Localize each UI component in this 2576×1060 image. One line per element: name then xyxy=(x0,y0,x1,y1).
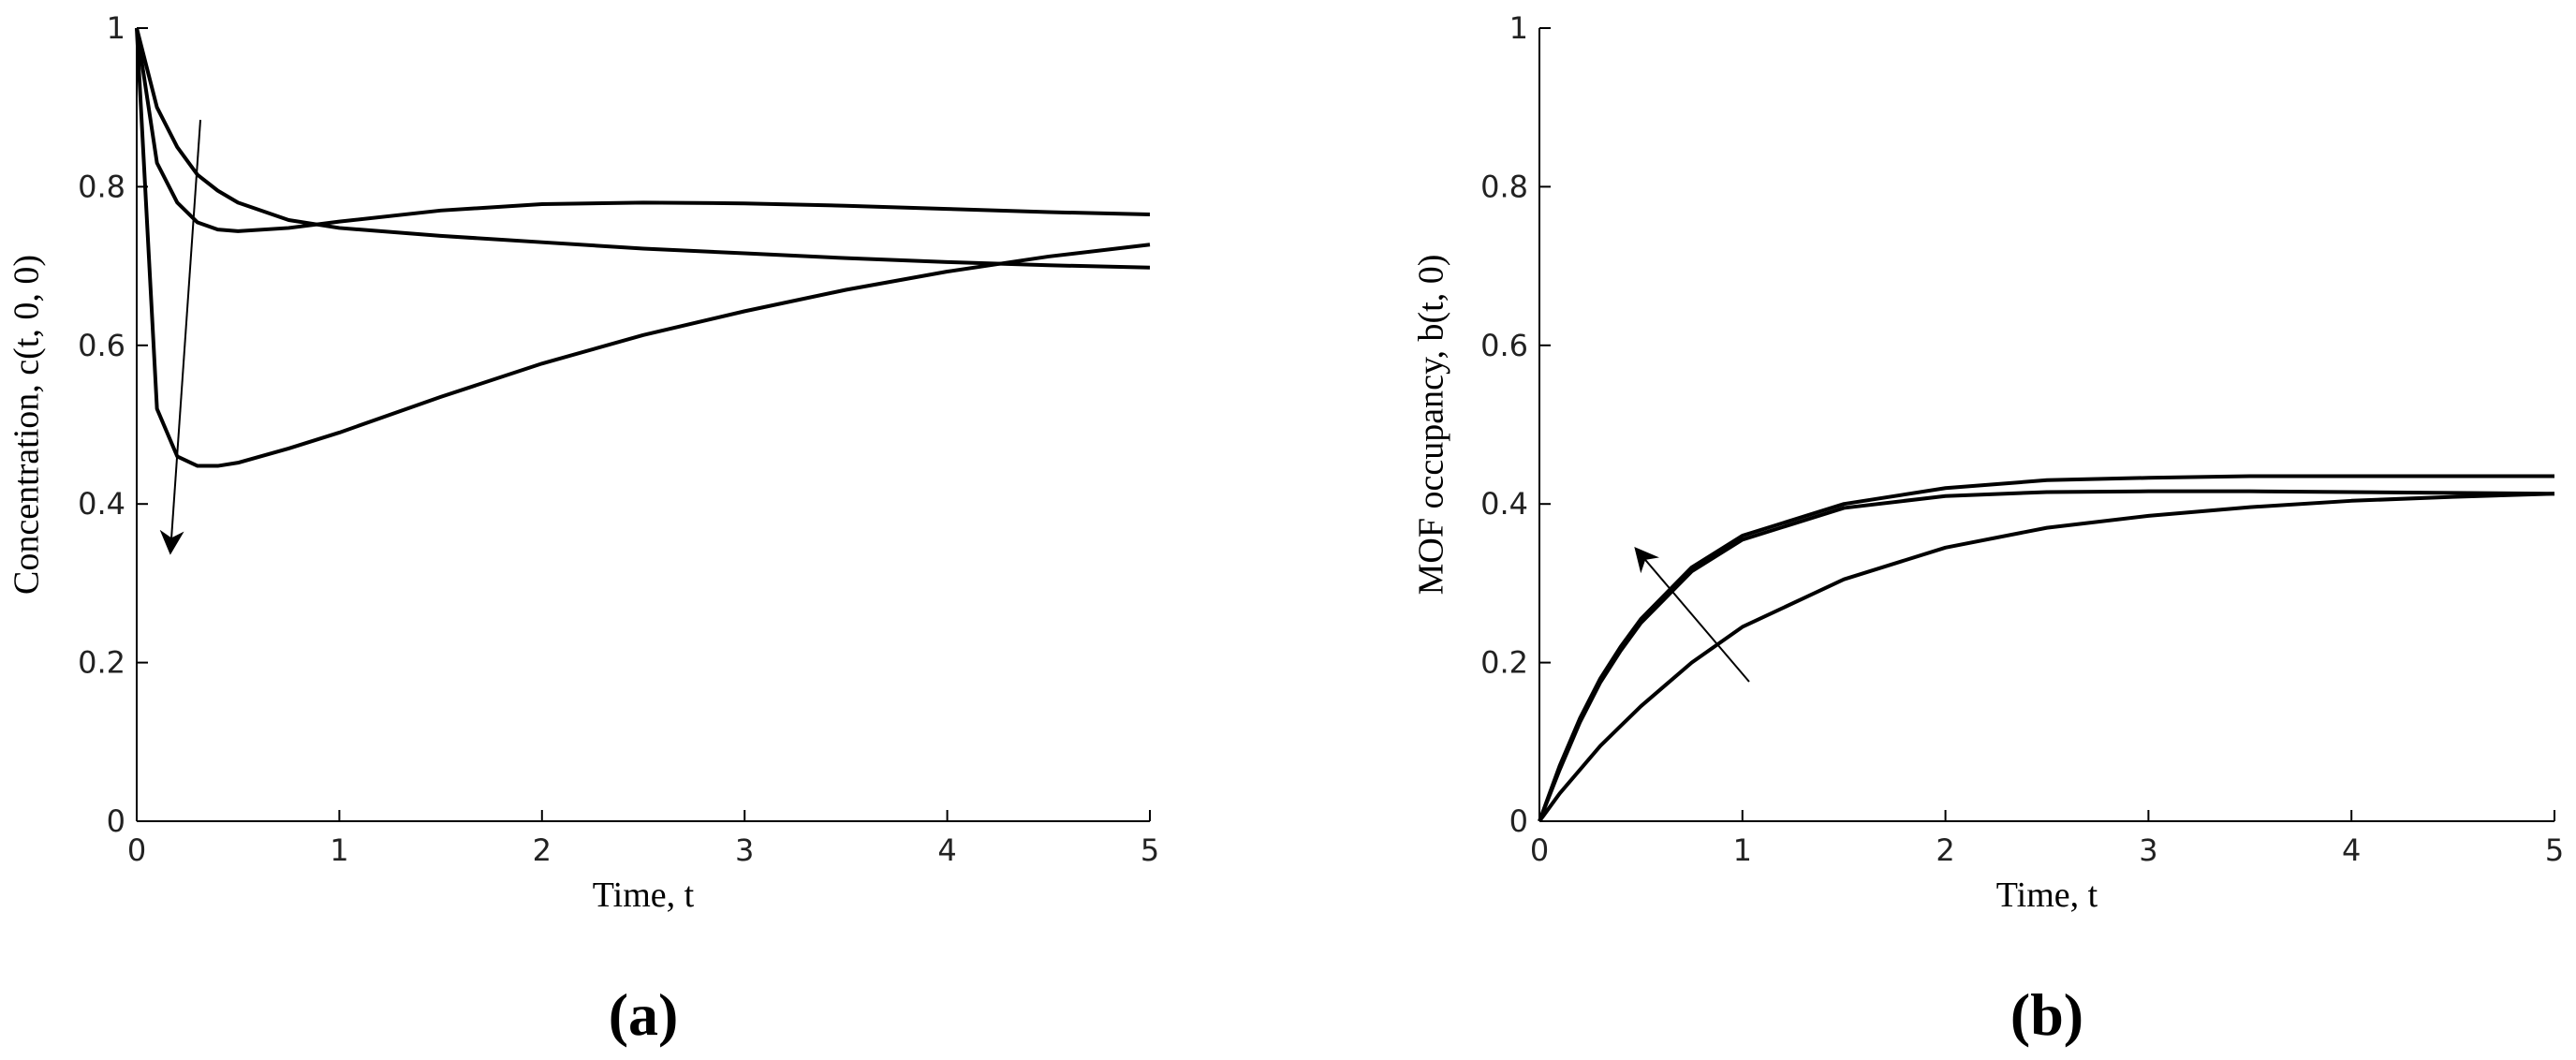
x-tick-label: 4 xyxy=(937,832,956,868)
x-tick-label: 1 xyxy=(1733,832,1752,868)
x-tick-label: 4 xyxy=(2342,832,2361,868)
panel-label: (a) xyxy=(609,981,679,1048)
x-tick-label: 5 xyxy=(1141,832,1159,868)
x-axis-label: Time, t xyxy=(1996,876,2098,915)
x-tick-label: 0 xyxy=(1530,832,1549,868)
series-line xyxy=(135,27,1151,270)
y-tick-label: 0.6 xyxy=(78,328,125,363)
x-tick-label: 3 xyxy=(2139,832,2157,868)
series-line xyxy=(135,27,1151,468)
y-tick-label: 0.8 xyxy=(78,169,125,204)
y-axis-label: Concentration, c(t, 0, 0) xyxy=(7,255,47,595)
y-tick-label: 1 xyxy=(107,10,125,46)
arrow xyxy=(159,119,201,555)
y-tick-label: 0.4 xyxy=(1480,486,1528,522)
series-line xyxy=(1538,489,2555,822)
x-tick-label: 3 xyxy=(735,832,754,868)
y-tick-label: 1 xyxy=(1509,10,1528,46)
y-tick-label: 0.8 xyxy=(1480,169,1528,204)
y-tick-label: 0.2 xyxy=(1480,645,1528,681)
y-tick-label: 0 xyxy=(1509,803,1528,839)
x-axis-label: Time, t xyxy=(593,876,695,915)
y-tick-label: 0 xyxy=(107,803,125,839)
x-tick-label: 1 xyxy=(330,832,348,868)
series-line xyxy=(1538,492,2555,823)
series-line xyxy=(135,27,1151,233)
y-axis-label: MOF occupancy, b(t, 0) xyxy=(1412,255,1451,596)
y-tick-label: 0.6 xyxy=(1480,328,1528,363)
arrow xyxy=(1634,547,1750,683)
x-tick-label: 5 xyxy=(2545,832,2564,868)
y-tick-label: 0.4 xyxy=(78,486,125,522)
x-tick-label: 2 xyxy=(533,832,552,868)
y-tick-label: 0.2 xyxy=(78,645,125,681)
x-tick-label: 0 xyxy=(127,832,146,868)
x-tick-label: 2 xyxy=(1936,832,1954,868)
panel-label: (b) xyxy=(2010,981,2083,1048)
